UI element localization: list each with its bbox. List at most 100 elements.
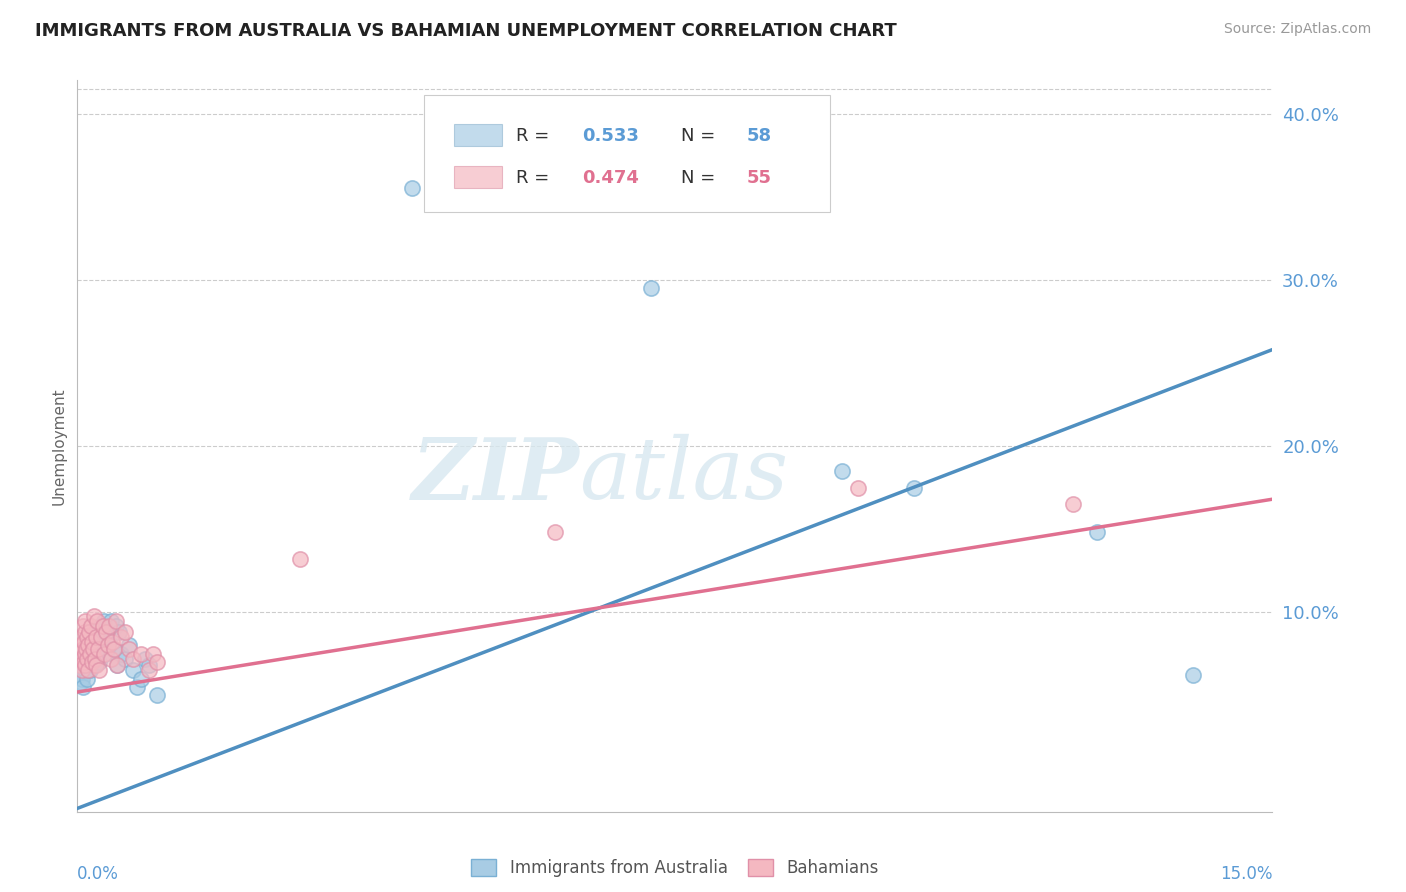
- Point: [87, 625, 110, 640]
- Point: [69, 675, 91, 690]
- Point: [122, 652, 145, 666]
- Point: [107, 625, 129, 640]
- Point: [122, 664, 145, 678]
- Point: [831, 464, 853, 478]
- Point: [138, 664, 160, 678]
- Point: [104, 614, 127, 628]
- Point: [1181, 668, 1204, 682]
- Point: [73, 625, 96, 640]
- Point: [76, 652, 98, 666]
- Point: [75, 641, 97, 656]
- Point: [82, 647, 104, 661]
- Point: [89, 630, 111, 644]
- Point: [98, 635, 121, 649]
- Point: [73, 655, 96, 669]
- Point: [114, 625, 136, 640]
- Point: [80, 655, 103, 669]
- Point: [83, 658, 105, 673]
- Point: [72, 658, 94, 673]
- Point: [103, 641, 125, 656]
- Point: [83, 652, 105, 666]
- Point: [86, 658, 108, 673]
- Point: [114, 652, 136, 666]
- Point: [94, 625, 117, 640]
- Point: [67, 647, 90, 661]
- Point: [80, 630, 103, 644]
- Point: [67, 664, 90, 678]
- Point: [69, 658, 91, 673]
- Point: [77, 639, 100, 653]
- Point: [110, 647, 132, 661]
- Point: [80, 655, 103, 669]
- Point: [76, 672, 98, 686]
- Point: [98, 618, 121, 632]
- Point: [75, 614, 97, 628]
- Point: [146, 655, 169, 669]
- Point: [101, 635, 124, 649]
- Text: atlas: atlas: [579, 434, 789, 516]
- Legend: Immigrants from Australia, Bahamians: Immigrants from Australia, Bahamians: [465, 853, 884, 884]
- Text: 58: 58: [747, 127, 772, 145]
- Point: [76, 635, 98, 649]
- Text: IMMIGRANTS FROM AUSTRALIA VS BAHAMIAN UNEMPLOYMENT CORRELATION CHART: IMMIGRANTS FROM AUSTRALIA VS BAHAMIAN UN…: [35, 22, 897, 40]
- Point: [129, 647, 152, 661]
- Point: [86, 635, 108, 649]
- Point: [70, 658, 93, 673]
- Point: [69, 668, 91, 682]
- Point: [100, 652, 122, 666]
- Text: 0.533: 0.533: [582, 127, 638, 145]
- Point: [104, 618, 127, 632]
- Point: [142, 647, 165, 661]
- Point: [640, 281, 662, 295]
- Point: [129, 672, 152, 686]
- Point: [90, 630, 112, 644]
- Point: [93, 614, 115, 628]
- Y-axis label: Unemployment: Unemployment: [51, 387, 66, 505]
- Point: [69, 639, 91, 653]
- Point: [97, 639, 120, 653]
- Point: [86, 614, 108, 628]
- Point: [1062, 497, 1084, 511]
- Point: [72, 680, 94, 694]
- Point: [76, 664, 98, 678]
- Bar: [454, 166, 502, 188]
- Point: [87, 641, 110, 656]
- Point: [146, 689, 169, 703]
- Point: [80, 618, 103, 632]
- Text: Source: ZipAtlas.com: Source: ZipAtlas.com: [1223, 22, 1371, 37]
- Point: [94, 647, 117, 661]
- Point: [75, 652, 97, 666]
- Point: [70, 630, 93, 644]
- Point: [96, 625, 118, 640]
- Point: [401, 181, 423, 195]
- Text: 15.0%: 15.0%: [1220, 865, 1272, 883]
- Point: [1085, 525, 1108, 540]
- Point: [75, 658, 97, 673]
- Text: ZIP: ZIP: [412, 434, 579, 517]
- Point: [75, 639, 97, 653]
- FancyBboxPatch shape: [425, 95, 831, 212]
- Point: [87, 655, 110, 669]
- Text: R =: R =: [516, 169, 555, 186]
- Point: [79, 664, 101, 678]
- Text: 0.0%: 0.0%: [77, 865, 120, 883]
- Point: [70, 647, 93, 661]
- Point: [76, 647, 98, 661]
- Point: [72, 618, 94, 632]
- Point: [79, 625, 101, 640]
- Point: [138, 658, 160, 673]
- Point: [70, 664, 93, 678]
- Point: [73, 647, 96, 661]
- Point: [290, 552, 312, 566]
- Point: [77, 652, 100, 666]
- Point: [90, 618, 112, 632]
- Point: [79, 641, 101, 656]
- Point: [73, 641, 96, 656]
- Point: [82, 639, 104, 653]
- Point: [91, 639, 114, 653]
- Text: 55: 55: [747, 169, 772, 186]
- Bar: [454, 124, 502, 146]
- Point: [846, 481, 869, 495]
- Text: N =: N =: [681, 169, 721, 186]
- Point: [433, 177, 456, 191]
